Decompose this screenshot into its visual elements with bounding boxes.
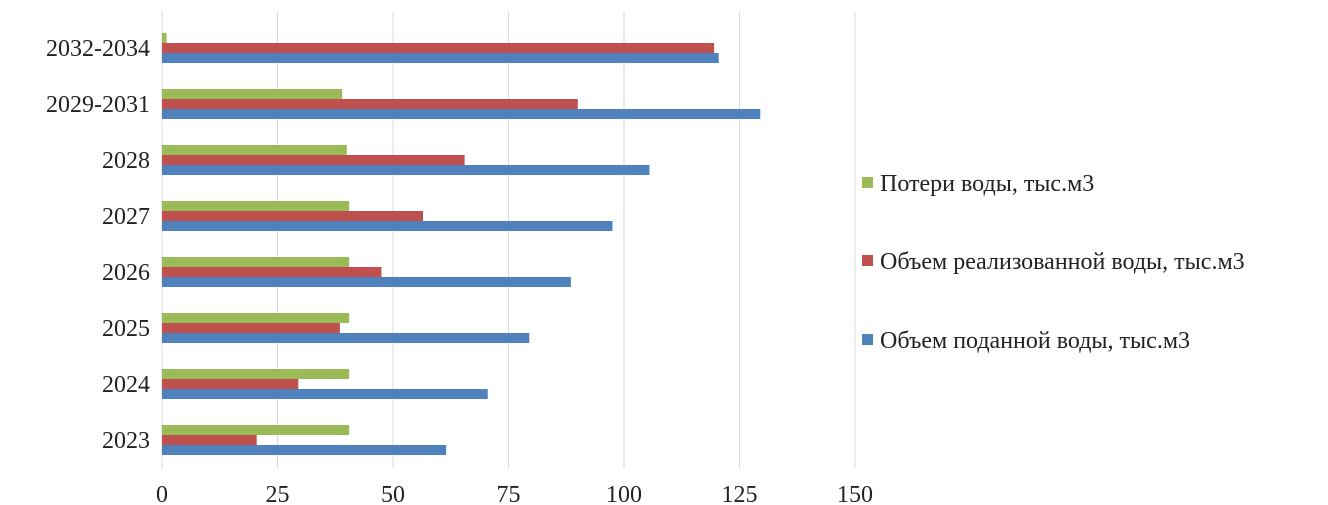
bar: [162, 379, 299, 389]
bar: [162, 33, 167, 43]
x-tick-label: 100: [606, 482, 642, 505]
y-tick-label: 2025: [102, 316, 150, 342]
y-tick-label: 2028: [102, 148, 150, 174]
legend-label: Потери воды, тыс.м3: [880, 171, 1094, 197]
bars: [162, 33, 761, 455]
x-axis-labels: 0 25 50 75 100 125 150: [156, 482, 873, 505]
bar: [162, 43, 715, 53]
legend-swatch: [862, 334, 873, 345]
bar: [162, 109, 761, 119]
legend-swatch: [862, 177, 873, 188]
legend-label: Объем реализованной воды, тыс.м3: [880, 249, 1245, 275]
bar: [162, 201, 350, 211]
y-tick-label: 2023: [102, 428, 150, 454]
bar: [162, 445, 447, 455]
bar: [162, 257, 350, 267]
x-tick-label: 50: [381, 482, 405, 505]
bar: [162, 333, 530, 343]
bar: [162, 435, 257, 445]
y-tick-label: 2024: [102, 372, 150, 398]
bar: [162, 267, 382, 277]
x-tick-label: 25: [266, 482, 290, 505]
bar: [162, 389, 488, 399]
y-tick-label: 2032-2034: [46, 36, 150, 62]
legend-swatch: [862, 255, 873, 266]
bar: [162, 211, 424, 221]
bar: [162, 425, 350, 435]
y-axis-labels: 2023 2024 2025 2026 2027 2028 2029-2031 2032-20…: [46, 36, 150, 454]
bar: [162, 155, 465, 165]
bar: [162, 53, 719, 63]
bar: [162, 369, 350, 379]
y-tick-label: 2029-2031: [46, 92, 150, 118]
bar: [162, 99, 578, 109]
bar: [162, 89, 343, 99]
gridlines: [161, 12, 856, 468]
bar: [162, 323, 340, 333]
x-tick-label: 125: [722, 482, 758, 505]
bar: [162, 145, 347, 155]
legend: Потери воды, тыс.м3 Объем реализованной в…: [862, 171, 1245, 354]
x-tick-label: 0: [156, 482, 168, 505]
y-tick-label: 2027: [102, 204, 150, 230]
bar: [162, 313, 350, 323]
x-tick-label: 75: [497, 482, 521, 505]
x-tick-label: 150: [837, 482, 873, 505]
bar: [162, 221, 613, 231]
bar: [162, 165, 650, 175]
y-tick-label: 2026: [102, 260, 150, 286]
bar: [162, 277, 571, 287]
legend-label: Объем поданной воды, тыс.м3: [880, 328, 1190, 354]
